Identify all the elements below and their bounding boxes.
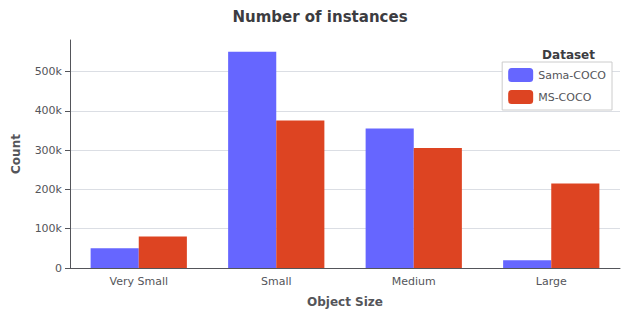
svg-text:Sama-COCO: Sama-COCO [538, 69, 606, 82]
svg-text:Very Small: Very Small [109, 275, 168, 288]
svg-text:Object Size: Object Size [307, 295, 383, 309]
svg-text:MS-COCO: MS-COCO [538, 91, 591, 104]
svg-text:500k: 500k [35, 65, 63, 78]
svg-text:100k: 100k [35, 222, 63, 235]
svg-text:Small: Small [261, 275, 292, 288]
svg-text:300k: 300k [35, 144, 63, 157]
svg-text:0: 0 [55, 262, 62, 275]
svg-text:Medium: Medium [392, 275, 436, 288]
svg-text:Number of instances: Number of instances [232, 8, 407, 26]
svg-text:200k: 200k [35, 183, 63, 196]
svg-text:Large: Large [536, 275, 567, 288]
svg-text:400k: 400k [35, 104, 63, 117]
svg-text:Count: Count [9, 134, 23, 174]
svg-text:Dataset: Dataset [542, 48, 595, 62]
